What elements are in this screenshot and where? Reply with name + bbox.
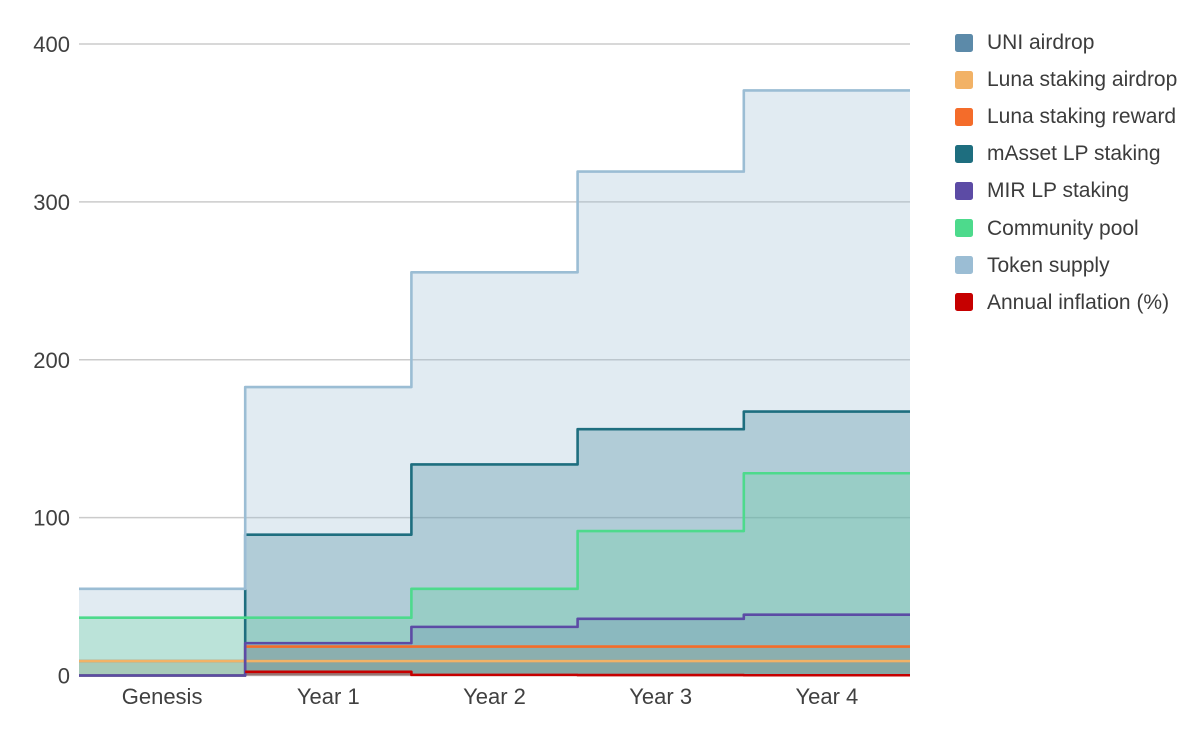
legend-item: UNI airdrop — [955, 31, 1095, 54]
legend-item: Luna staking reward — [955, 105, 1177, 129]
legend-item: Token supply — [955, 253, 1110, 277]
legend-swatch — [955, 70, 973, 89]
y-tick-label: 300 — [33, 190, 70, 215]
x-category-label: Year 1 — [297, 684, 360, 709]
legend-label: mAsset LP staking — [987, 142, 1161, 166]
legend-label: Community pool — [987, 216, 1139, 240]
legend-label: Token supply — [987, 253, 1110, 277]
legend-item: mAsset LP staking — [955, 142, 1161, 166]
x-category-label: Year 2 — [463, 684, 526, 709]
series-line — [79, 613, 910, 677]
series-area — [79, 90, 910, 676]
legend-swatch — [955, 293, 973, 312]
series-area — [79, 411, 910, 676]
y-tick-label: 0 — [58, 664, 70, 689]
legend-label: Luna staking airdrop — [987, 68, 1178, 92]
x-category-label: Year 4 — [795, 684, 858, 709]
legend-label: MIR LP staking — [987, 179, 1130, 203]
legend-swatch — [955, 181, 973, 200]
legend-item: Luna staking airdrop — [955, 68, 1178, 92]
y-tick-label: 400 — [33, 32, 70, 57]
legend-swatch — [955, 219, 973, 237]
legend-item: Community pool — [955, 216, 1139, 240]
legend-label: Luna staking reward — [987, 105, 1177, 129]
legend-label: UNI airdrop — [987, 31, 1095, 54]
legend-item: Annual inflation (%) — [955, 290, 1170, 314]
series-line — [79, 410, 910, 677]
x-category-label: Genesis — [122, 684, 203, 709]
y-tick-label: 100 — [33, 506, 70, 531]
series-line — [79, 471, 910, 620]
legend-swatch — [955, 144, 973, 163]
series-area — [79, 473, 910, 676]
legend-swatch — [955, 33, 973, 52]
legend-item: MIR LP staking — [955, 179, 1130, 203]
legend-swatch — [955, 256, 973, 275]
series-line — [79, 89, 910, 591]
x-category-label: Year 3 — [629, 684, 692, 709]
legend-label: Annual inflation (%) — [987, 290, 1170, 314]
series-line — [245, 670, 910, 677]
legend-swatch — [955, 107, 973, 126]
y-tick-label: 200 — [33, 348, 70, 373]
